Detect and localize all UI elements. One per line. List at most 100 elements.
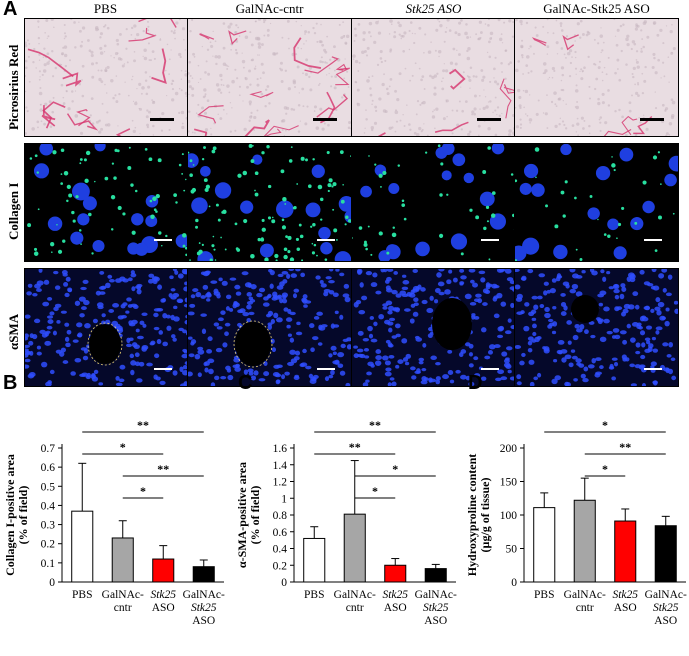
significance-label: * (372, 484, 378, 498)
x-tick-label: cntr (576, 602, 594, 614)
y-tick-label: 1 (281, 493, 287, 505)
panel-letter-c: C (238, 372, 253, 394)
y-axis-label-line: (% of field) (16, 486, 30, 545)
x-tick-label: ASO (654, 615, 677, 627)
y-tick-label: 0.4 (41, 500, 56, 512)
x-tick-label: Stk25 (382, 589, 408, 601)
x-tick-label: cntr (346, 602, 364, 614)
x-tick-label: PBS (304, 589, 324, 601)
micrograph-sma-pbs (24, 268, 189, 387)
x-tick-label: ASO (192, 615, 215, 627)
bar (573, 499, 596, 583)
y-tick-label: 0.2 (273, 560, 288, 572)
y-tick-label: 0 (281, 577, 287, 589)
micrograph-picrosirius-galnac-cntr (187, 18, 352, 137)
y-tick-label: 1.4 (273, 460, 288, 472)
significance-label: * (140, 484, 146, 498)
y-tick-label: 0.3 (41, 520, 56, 532)
significance-label: * (120, 440, 126, 454)
x-tick-label: Stk25 (653, 602, 679, 614)
x-tick-label: ASO (424, 615, 447, 627)
y-tick-label: 1.2 (273, 477, 288, 489)
y-tick-label: 150 (500, 477, 518, 489)
x-tick-label: Stk25 (191, 602, 217, 614)
y-tick-label: 0 (49, 577, 55, 589)
x-tick-label: PBS (534, 589, 554, 601)
x-tick-label: cntr (114, 602, 132, 614)
micrograph-picrosirius-galnac-stk25-aso (514, 18, 679, 137)
micrograph-collagen-stk25-aso (351, 143, 516, 262)
y-tick-label: 0.5 (41, 481, 56, 493)
y-tick-label: 0.6 (273, 527, 288, 539)
x-tick-label: GalNAc- (102, 589, 144, 601)
x-tick-label: ASO (152, 602, 175, 614)
y-tick-label: 0.4 (273, 544, 288, 556)
chart-collagen-area: Collagen I-positive area (% of field) 0 0.1… (0, 380, 228, 656)
significance-label: ** (619, 440, 631, 454)
y-tick-label: 0.2 (41, 539, 56, 551)
significance-label: ** (137, 418, 149, 432)
x-tick-label: ASO (384, 602, 407, 614)
micrograph-sma-galnac-stk25-aso (514, 268, 679, 387)
y-tick-label: 0.1 (41, 558, 56, 570)
row-label-alpha-sma: αSMA (6, 313, 21, 350)
significance-label: ** (157, 462, 169, 476)
micrograph-picrosirius-pbs (24, 18, 189, 137)
x-tick-label: Stk25 (612, 589, 638, 601)
y-tick-label: 0.8 (273, 510, 288, 522)
x-tick-label: Stk25 (150, 589, 176, 601)
significance-label: * (602, 418, 608, 432)
significance-label: ** (349, 440, 361, 454)
x-tick-label: GalNAc- (415, 589, 457, 601)
micrograph-collagen-galnac-stk25-aso (514, 143, 679, 262)
bar (303, 537, 326, 583)
y-tick-label: 100 (500, 510, 518, 522)
y-axis-label-line: Hydroxyproline content (465, 454, 479, 577)
micrograph-collagen-pbs (24, 143, 189, 262)
y-tick-label: 0 (511, 577, 517, 589)
chart-sma-area: α-SMA-positive area (% of field) 0 0.2 0.4 0.… (232, 380, 460, 656)
micrograph-sma-galnac-cntr (187, 268, 352, 387)
y-tick-label: 200 (500, 443, 518, 455)
micrograph-sma-stk25-aso (351, 268, 516, 387)
y-tick-label: 0.7 (41, 443, 56, 455)
bar (152, 558, 175, 583)
x-tick-label: PBS (72, 589, 92, 601)
bar (111, 537, 134, 583)
significance-label: ** (369, 418, 381, 432)
bar (192, 566, 215, 583)
row-label-collagen-i: Collagen I (6, 182, 21, 240)
x-tick-label: GalNAc- (334, 589, 376, 601)
x-tick-label: GalNAc- (645, 589, 687, 601)
panel-letter-a: A (3, 0, 18, 20)
y-tick-label: 1.6 (273, 443, 288, 455)
y-axis-label-line: (% of field) (248, 486, 262, 545)
y-axis-label-line: Collagen I-positive area (3, 454, 17, 576)
bar (71, 510, 94, 583)
bar (614, 520, 637, 583)
significance-label: * (602, 462, 608, 476)
bar (533, 507, 556, 583)
x-tick-label: ASO (614, 602, 637, 614)
column-title-stk25-aso: Stk25 ASO (405, 1, 462, 16)
bar (384, 564, 407, 583)
panel-letter-b: B (3, 372, 18, 394)
bar (424, 568, 447, 583)
x-tick-label: GalNAc- (183, 589, 225, 601)
significance-label: * (392, 462, 398, 476)
column-title-pbs: PBS (93, 1, 118, 16)
y-axis-label-line: α-SMA-positive area (235, 462, 249, 568)
x-tick-label: Stk25 (423, 602, 449, 614)
bar (343, 513, 366, 583)
micrograph-collagen-galnac-cntr (187, 143, 352, 262)
panel-letter-d: D (468, 372, 483, 394)
row-label-picrosirius-red: Picrosirius Red (6, 44, 21, 130)
column-title-galnac-cntr: GalNAc-cntr (235, 1, 304, 16)
y-axis-label-line: (µg/g of tissue) (478, 478, 492, 553)
x-tick-label: GalNAc- (564, 589, 606, 601)
column-title-galnac-stk25-aso: GalNAc-Stk25 ASO (543, 1, 650, 16)
chart-hydroxyproline: Hydroxyproline content (µg/g of tissue) 0 5… (462, 380, 689, 656)
micrograph-picrosirius-stk25-aso (351, 18, 516, 137)
y-tick-label: 0.6 (41, 462, 56, 474)
bar (654, 525, 677, 583)
